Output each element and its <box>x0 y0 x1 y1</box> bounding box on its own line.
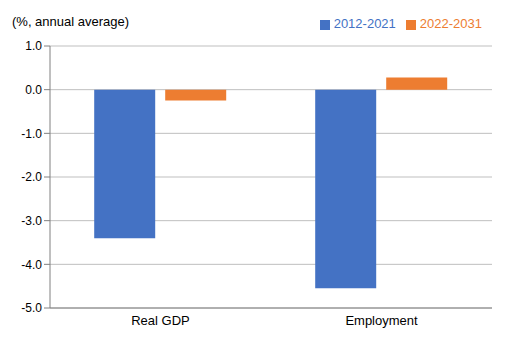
html-text:2022-2031: 2022-2031 <box>419 16 482 31</box>
svg-text:1.0: 1.0 <box>25 39 42 53</box>
html-text:2012-2021: 2012-2021 <box>333 16 396 31</box>
svg-text:Real GDP: Real GDP <box>131 313 190 328</box>
svg-text:-1.0: -1.0 <box>21 127 42 141</box>
svg-text:-3.0: -3.0 <box>21 214 42 228</box>
html-text:(%, annual average): (%, annual average) <box>12 14 130 29</box>
svg-text:-5.0: -5.0 <box>21 301 42 315</box>
svg-text:0.0: 0.0 <box>25 83 42 97</box>
svg-text:Employment: Employment <box>345 313 418 328</box>
svg-text:-2.0: -2.0 <box>21 170 42 184</box>
svg-text:-4.0: -4.0 <box>21 258 42 272</box>
